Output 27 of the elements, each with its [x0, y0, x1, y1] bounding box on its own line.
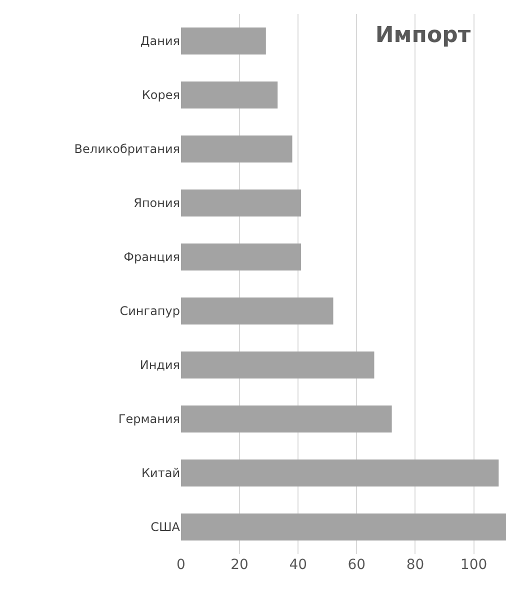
x-tick-label: 0 [176, 557, 186, 573]
bar [181, 190, 302, 216]
y-tick-label: Сингапур [120, 304, 180, 318]
bar [181, 352, 374, 378]
chart-title: Импорт [375, 23, 471, 48]
x-tick-label: 20 [230, 557, 248, 573]
y-tick-label: Дания [140, 34, 180, 48]
bar [181, 298, 334, 324]
y-tick-label: Китай [142, 466, 180, 480]
bar [181, 244, 302, 270]
bar [181, 136, 292, 162]
x-tick-label: 100 [460, 557, 488, 573]
x-tick-label: 40 [289, 557, 308, 573]
bar [181, 406, 392, 432]
y-tick-label: США [150, 520, 181, 534]
y-tick-label: Великобритания [74, 142, 180, 156]
y-tick-label: Корея [142, 88, 180, 102]
bar [181, 514, 506, 540]
x-tick-label: 80 [406, 557, 424, 573]
bar [181, 28, 266, 54]
bar [181, 82, 278, 108]
y-tick-label: Франция [124, 250, 180, 264]
x-tick-label: 60 [348, 557, 366, 573]
y-tick-label: Германия [118, 412, 180, 426]
y-tick-label: Япония [134, 196, 180, 210]
bar [181, 460, 499, 486]
y-tick-label: Индия [140, 358, 180, 372]
